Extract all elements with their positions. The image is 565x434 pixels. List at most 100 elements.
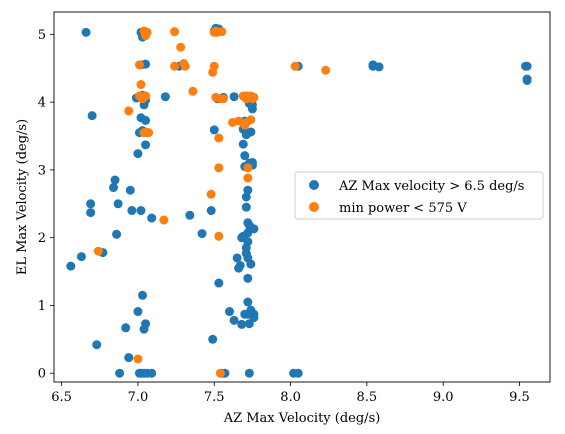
data-point xyxy=(86,208,96,218)
data-point xyxy=(76,252,86,262)
data-point xyxy=(134,91,144,101)
x-tick-label: 8.5 xyxy=(357,390,378,405)
y-tick-label: 2 xyxy=(38,231,46,246)
data-point xyxy=(374,62,384,72)
data-point xyxy=(238,139,248,149)
data-point xyxy=(209,125,219,135)
data-point xyxy=(209,61,219,71)
x-axis-ticks: 6.5 7.0 7.5 8.0 8.5 9.0 9.5 xyxy=(51,382,530,405)
data-point xyxy=(197,229,207,239)
legend-label-power: min power < 575 V xyxy=(339,201,467,216)
data-point xyxy=(243,185,253,195)
data-point xyxy=(136,206,146,216)
data-point xyxy=(136,80,146,90)
data-point xyxy=(124,106,134,116)
legend-marker-az xyxy=(309,180,319,190)
data-point xyxy=(241,192,251,202)
data-point xyxy=(321,65,331,75)
data-point xyxy=(240,151,250,161)
data-point xyxy=(215,368,225,378)
x-tick-label: 7.5 xyxy=(204,390,225,405)
x-tick-label: 8.0 xyxy=(280,390,301,405)
data-point xyxy=(170,27,180,37)
data-point xyxy=(159,215,169,225)
data-point xyxy=(109,183,119,193)
data-point xyxy=(160,92,170,102)
data-point xyxy=(229,92,239,102)
data-point xyxy=(133,354,143,364)
data-point xyxy=(225,307,235,317)
data-point xyxy=(249,224,259,234)
x-tick-label: 9.5 xyxy=(509,390,530,405)
data-point xyxy=(214,163,224,173)
y-axis-ticks: 0 1 2 3 4 5 xyxy=(38,28,54,382)
data-point xyxy=(139,324,149,334)
data-point xyxy=(93,246,103,256)
legend-box xyxy=(294,171,544,220)
data-point xyxy=(241,130,251,140)
x-axis-label: AZ Max Velocity (deg/s) xyxy=(223,411,381,426)
data-point xyxy=(235,260,245,270)
data-point xyxy=(208,334,218,344)
data-point xyxy=(81,27,91,37)
data-point xyxy=(112,229,122,239)
data-point xyxy=(87,111,97,121)
data-point xyxy=(243,173,253,183)
data-point xyxy=(147,368,157,378)
legend: AZ Max velocity > 6.5 deg/s min power < … xyxy=(294,171,544,220)
y-tick-label: 0 xyxy=(38,367,46,382)
data-point xyxy=(134,60,144,70)
data-point xyxy=(86,199,96,209)
x-tick-label: 6.5 xyxy=(51,390,72,405)
data-point xyxy=(110,175,120,185)
x-tick-label: 7.0 xyxy=(128,390,149,405)
data-point xyxy=(229,315,239,325)
y-tick-label: 4 xyxy=(38,96,46,111)
points-layer xyxy=(66,23,532,378)
y-axis-label: EL Max Velocity (deg/s) xyxy=(15,119,30,275)
data-point xyxy=(244,368,254,378)
data-point xyxy=(185,210,195,220)
data-point xyxy=(246,259,256,269)
data-point xyxy=(141,127,151,137)
data-point xyxy=(147,213,157,223)
data-point xyxy=(243,297,253,307)
data-point xyxy=(243,163,253,173)
y-tick-label: 3 xyxy=(38,163,46,178)
data-point xyxy=(66,261,76,271)
data-point xyxy=(214,133,224,143)
data-point xyxy=(133,149,143,159)
legend-marker-power xyxy=(309,202,319,212)
data-point xyxy=(218,94,228,104)
data-point xyxy=(92,340,102,350)
data-point xyxy=(293,368,303,378)
series-min-power xyxy=(93,26,331,378)
data-point xyxy=(121,323,131,333)
data-point xyxy=(217,27,227,37)
data-point xyxy=(249,92,259,102)
data-point xyxy=(142,27,152,37)
data-point xyxy=(214,231,224,241)
data-point xyxy=(244,319,254,329)
data-point xyxy=(141,140,151,150)
data-point xyxy=(240,309,250,319)
data-point xyxy=(125,185,135,195)
x-tick-label: 9.0 xyxy=(433,390,454,405)
data-point xyxy=(141,115,151,125)
data-point xyxy=(522,75,532,85)
data-point xyxy=(243,273,253,283)
data-point xyxy=(290,61,300,71)
legend-label-az: AZ Max velocity > 6.5 deg/s xyxy=(338,179,524,194)
data-point xyxy=(232,253,242,263)
data-point xyxy=(206,206,216,216)
data-point xyxy=(115,368,125,378)
data-point xyxy=(522,61,532,71)
data-point xyxy=(133,307,143,317)
data-point xyxy=(214,278,224,288)
data-point xyxy=(170,61,180,71)
data-point xyxy=(138,290,148,300)
data-point xyxy=(127,206,137,216)
data-point xyxy=(237,319,247,329)
y-tick-label: 1 xyxy=(38,299,46,314)
